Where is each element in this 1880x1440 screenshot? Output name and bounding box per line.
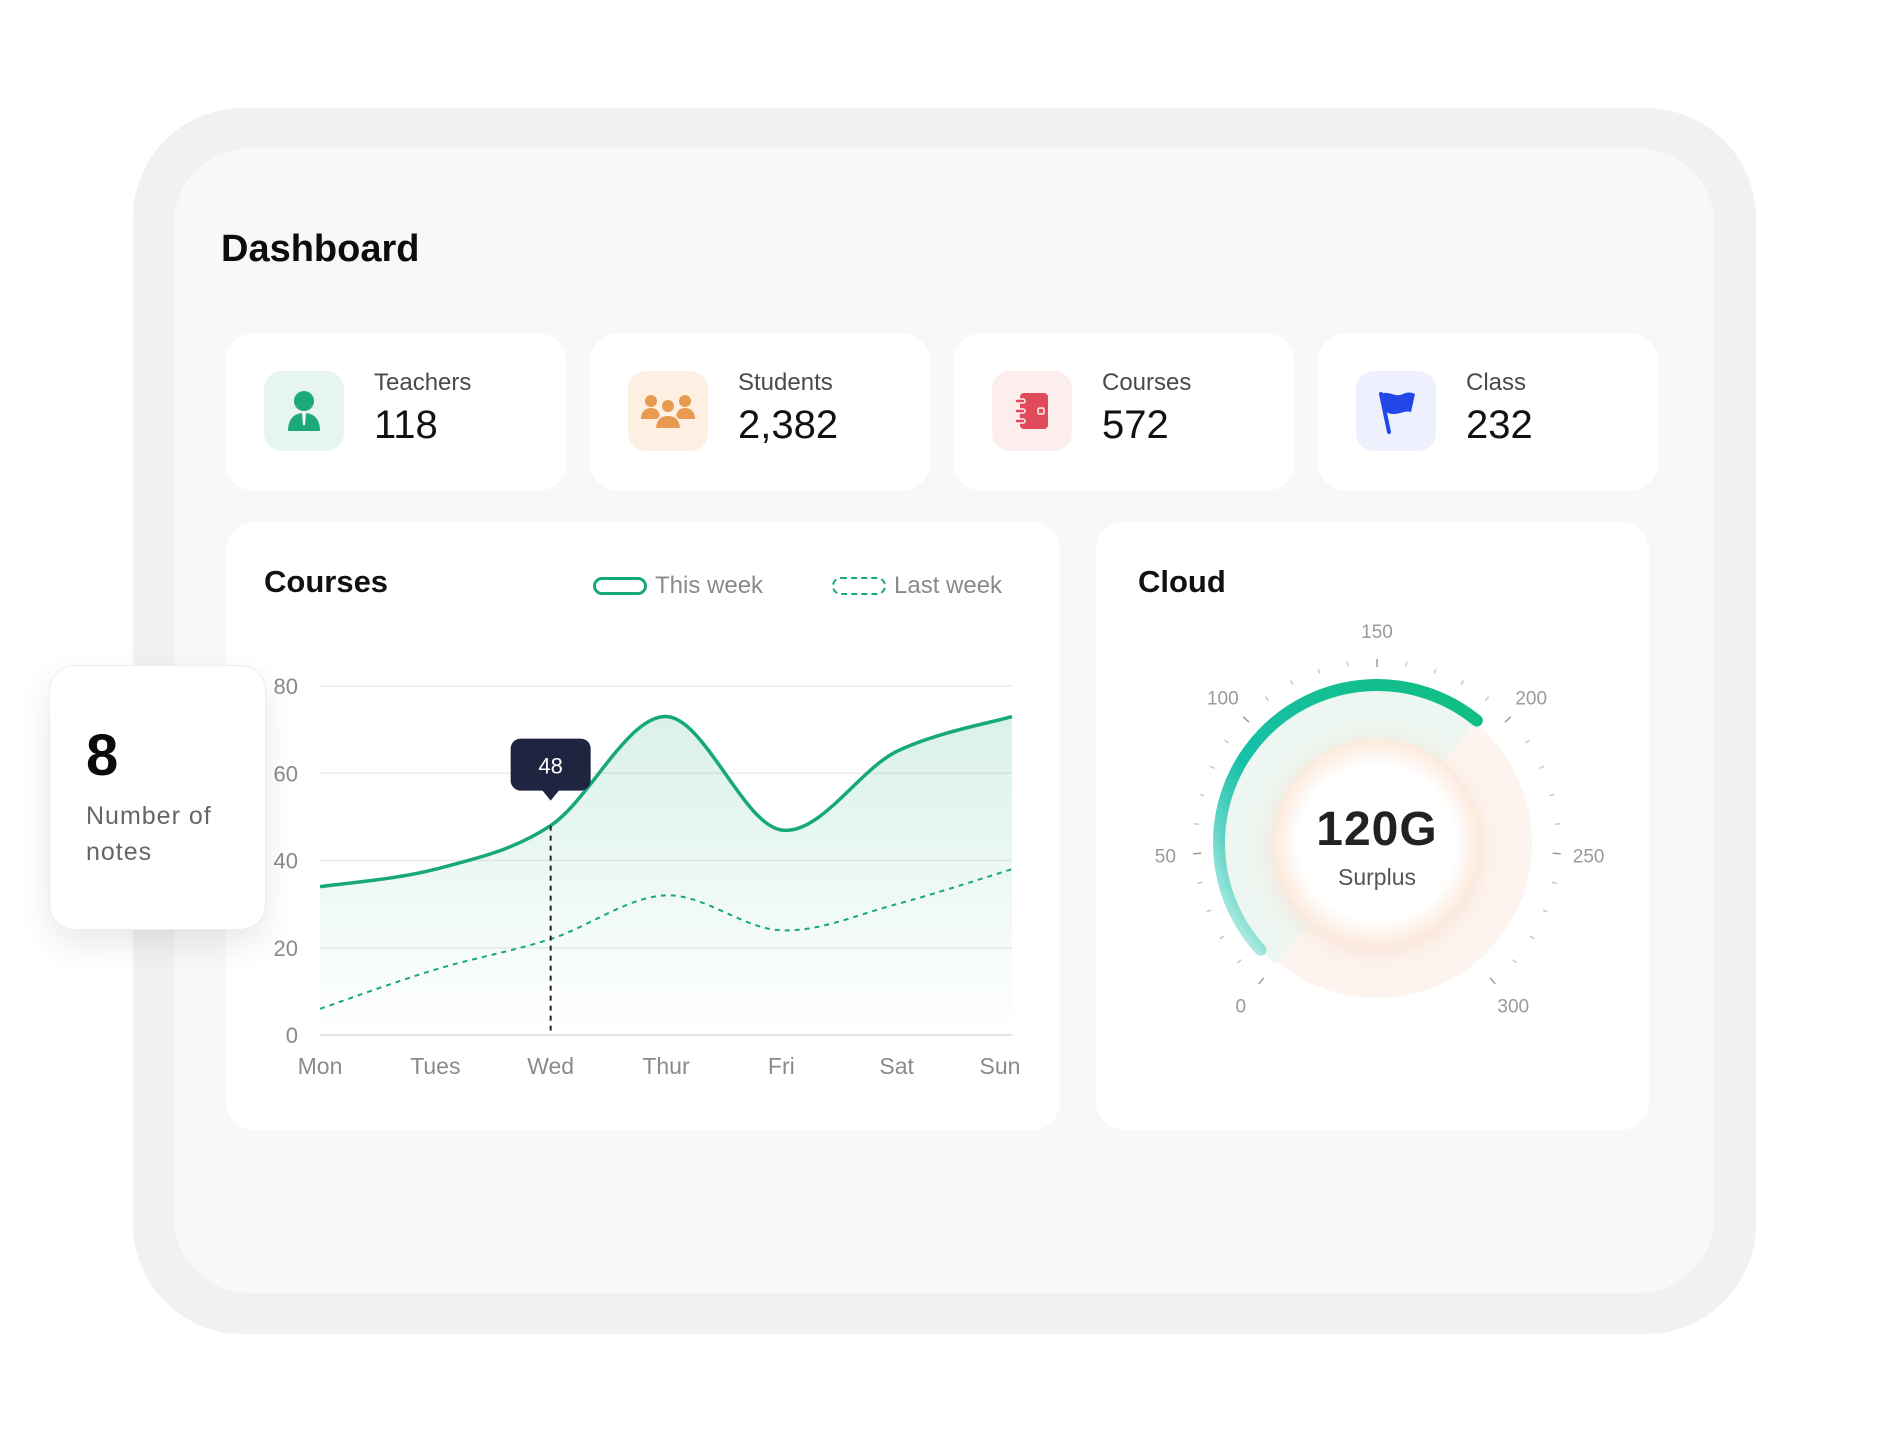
gauge-tick — [1551, 881, 1557, 885]
legend-last-week[interactable]: Last week — [832, 572, 1002, 600]
x-tick-label: Thur — [642, 1053, 690, 1079]
stat-label: Courses — [1102, 369, 1192, 396]
gauge-tick — [1258, 977, 1265, 985]
gauge-tick — [1405, 661, 1408, 667]
gauge-tick — [1289, 680, 1294, 686]
gauge-tick — [1549, 793, 1555, 797]
stat-value: 118 — [374, 403, 438, 447]
gauge-tick — [1224, 739, 1230, 744]
gauge-tick — [1242, 716, 1250, 723]
gauge-label: Surplus — [1338, 864, 1416, 890]
gauge-tick — [1346, 661, 1349, 667]
gauge-tick — [1529, 935, 1535, 940]
page-title: Dashboard — [221, 228, 420, 270]
tooltip-value: 48 — [538, 754, 562, 779]
gauge-tick — [1524, 739, 1530, 744]
gauge-tick — [1193, 823, 1200, 826]
solid-line-swatch — [593, 577, 647, 595]
stat-value: 572 — [1102, 403, 1169, 447]
flag-icon — [1356, 371, 1436, 451]
gauge-tick-label: 200 — [1515, 689, 1547, 710]
teacher-icon — [264, 371, 344, 451]
stat-card-teachers[interactable]: Teachers 118 — [226, 333, 566, 491]
gauge-tick — [1236, 959, 1242, 964]
x-tick-label: Sat — [879, 1053, 914, 1079]
tooltip-pointer — [541, 789, 560, 801]
stat-label: Students — [738, 369, 833, 396]
gauge-tick — [1433, 668, 1437, 674]
gauge-tick — [1504, 716, 1512, 723]
courses-card-title: Courses — [264, 564, 389, 599]
course-book-icon — [992, 371, 1072, 451]
notes-label: Number of notes — [86, 802, 212, 866]
stat-card-class[interactable]: Class 232 — [1318, 333, 1658, 491]
gauge-tick-label: 0 — [1235, 996, 1246, 1017]
notes-card[interactable]: 8 Number of notes — [49, 665, 266, 930]
x-tick-label: Wed — [527, 1053, 574, 1079]
gauge-center — [1273, 739, 1481, 947]
gauge-tick — [1460, 680, 1465, 686]
gauge-tick — [1484, 696, 1490, 702]
stat-value: 232 — [1466, 403, 1533, 447]
gauge-tick-label: 100 — [1207, 689, 1239, 710]
gauge-tick — [1542, 909, 1548, 913]
series-line-last-week — [319, 868, 1013, 1010]
y-tick-label: 80 — [274, 674, 298, 699]
dashed-line-swatch — [832, 577, 886, 595]
y-tick-label: 20 — [274, 936, 298, 961]
gauge-tick — [1264, 696, 1270, 702]
x-tick-label: Tues — [410, 1053, 460, 1079]
gauge-tick — [1539, 765, 1545, 769]
gauge-progress-arc — [1213, 679, 1483, 956]
gauge-value: 120G — [1316, 803, 1437, 856]
y-tick-label: 0 — [286, 1023, 298, 1048]
gauge-tick — [1512, 959, 1518, 964]
y-tick-label: 40 — [274, 849, 298, 874]
gauge-tick-label: 150 — [1361, 622, 1393, 643]
gauge-tick — [1489, 977, 1496, 985]
stat-card-courses[interactable]: Courses 572 — [954, 333, 1294, 491]
series-line-this-week — [319, 714, 1013, 889]
gauge-tick — [1219, 935, 1225, 940]
stat-label: Class — [1466, 369, 1527, 396]
gauge-tick — [1209, 765, 1215, 769]
legend-label: This week — [655, 572, 764, 599]
gauge-tick — [1206, 909, 1212, 913]
gauge-tick — [1317, 668, 1321, 674]
students-icon — [628, 371, 708, 451]
gauge-tick-label: 50 — [1155, 846, 1176, 867]
gauge-tick-label: 250 — [1573, 846, 1605, 867]
cloud-card-title: Cloud — [1138, 564, 1226, 599]
notes-count: 8 — [86, 723, 119, 788]
gauge-tick-label: 300 — [1497, 996, 1529, 1017]
stat-card-students[interactable]: Students 2,382 — [590, 333, 930, 491]
gauge-tick — [1554, 823, 1561, 826]
x-tick-label: Sun — [980, 1053, 1021, 1079]
stat-label: Teachers — [374, 369, 472, 396]
x-tick-label: Fri — [768, 1053, 795, 1079]
x-tick-label: Mon — [298, 1053, 343, 1079]
legend-label: Last week — [894, 572, 1003, 599]
y-tick-label: 60 — [274, 761, 298, 786]
stat-value: 2,382 — [738, 403, 839, 447]
legend-this-week[interactable]: This week — [593, 572, 763, 600]
gauge-tick — [1197, 881, 1203, 885]
tooltip-box — [510, 738, 591, 791]
gauge-tick — [1199, 793, 1205, 797]
